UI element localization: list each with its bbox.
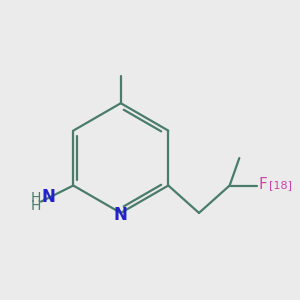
Text: N: N — [114, 206, 128, 224]
Text: [18]: [18] — [269, 180, 292, 190]
Text: N: N — [41, 188, 55, 206]
Text: F: F — [259, 177, 267, 192]
Text: H: H — [31, 191, 41, 206]
Text: H: H — [31, 200, 41, 214]
